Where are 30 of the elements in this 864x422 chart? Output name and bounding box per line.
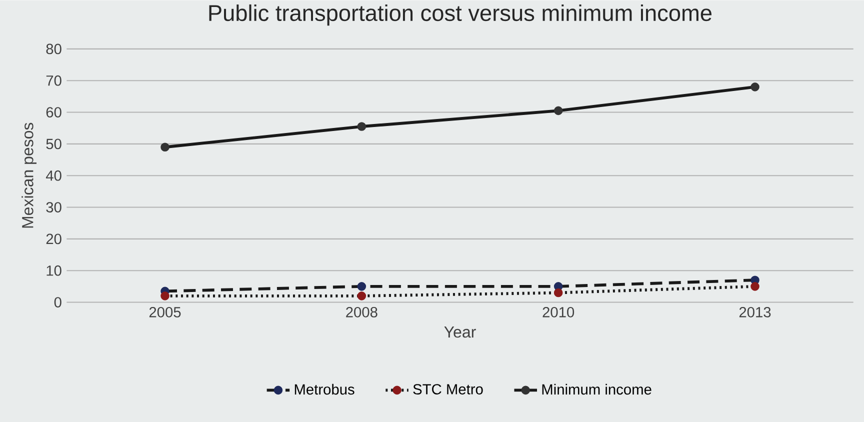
point: [750, 82, 760, 92]
y-tick-label: 0: [54, 296, 62, 308]
point: [160, 291, 170, 300]
point: [160, 142, 170, 152]
point: [554, 106, 563, 115]
x-tick-label: 2010: [542, 306, 574, 318]
x-axis-title: Year: [444, 326, 476, 338]
chart-title: Public transportation cost versus minimum income: [209, 4, 712, 26]
point: [750, 282, 760, 291]
point: [357, 291, 366, 300]
point: [554, 282, 563, 291]
point: [357, 122, 366, 131]
x-tick-label: 2008: [346, 306, 378, 318]
point: [554, 288, 563, 298]
y-axis-title: Mexican pesos: [22, 122, 36, 228]
y-tick-label: 10: [46, 265, 62, 276]
legend-label: STC Metro: [413, 384, 483, 394]
y-tick-label: 40: [46, 170, 62, 181]
y-tick-label: 50: [46, 138, 62, 150]
point: [750, 276, 760, 284]
legend-label: Minimum income: [542, 384, 652, 395]
y-tick-label: 20: [46, 234, 62, 244]
y-tick-label: 30: [46, 202, 62, 212]
point: [357, 282, 366, 291]
x-tick-label: 2005: [149, 306, 181, 318]
y-tick-label: 80: [46, 44, 62, 54]
y-tick-label: 70: [46, 75, 62, 86]
legend-label: Metrobus: [294, 384, 354, 395]
y-tick-label: 60: [46, 106, 62, 118]
x-tick-label: 2013: [739, 306, 771, 318]
